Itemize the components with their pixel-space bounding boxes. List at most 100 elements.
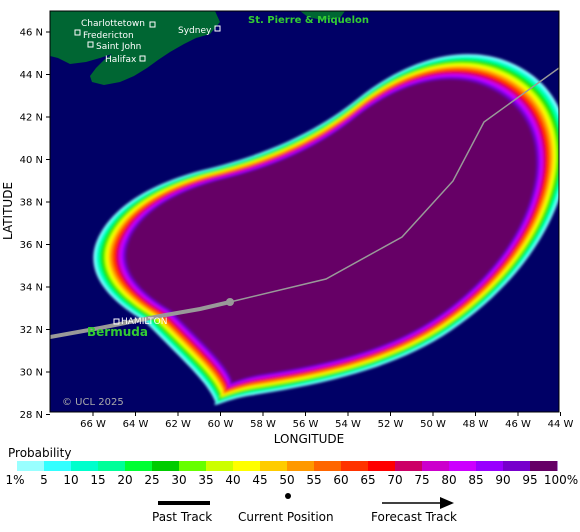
legend-swatch — [125, 461, 153, 471]
probability-color-bar — [17, 461, 558, 471]
lon-tick-label: 54 W — [335, 419, 361, 430]
legend-scale-label: 40 — [225, 473, 240, 487]
legend-scale-label: 15 — [90, 473, 105, 487]
legend-scale-label: 55 — [306, 473, 321, 487]
legend-scale-label: 80 — [441, 473, 456, 487]
legend-swatch — [98, 461, 126, 471]
pei-land — [128, 16, 170, 28]
legend-swatch — [422, 461, 450, 471]
lon-tick-label: 64 W — [123, 419, 149, 430]
legend-scale-label: 45 — [252, 473, 267, 487]
legend-swatch — [476, 461, 504, 471]
legend-swatch — [314, 461, 342, 471]
legend-swatch — [341, 461, 369, 471]
current-position-marker — [226, 298, 234, 306]
probability-scale-labels: 1% 5 10 15 20 25 30 35 40 45 50 55 60 65 70 75 80 85 90 95 1… — [5, 473, 578, 487]
city-marker-fredericton: Fredericton — [74, 29, 134, 41]
city-marker-halifax: Halifax — [105, 55, 146, 65]
svg-text:Sydney: Sydney — [178, 26, 212, 36]
lon-tick-label: 56 W — [293, 419, 319, 430]
legend-scale-label: 20 — [117, 473, 132, 487]
latitude-axis: 46 N 44 N 42 N 40 N 38 N 36 N 34 N 32 N 30 N 28 N — [20, 28, 50, 421]
lat-tick-label: 28 N — [20, 410, 43, 421]
past-track-line — [50, 300, 232, 339]
legend-swatch — [44, 461, 72, 471]
newfoundland-tip — [300, 11, 345, 20]
city-marker-charlottetown: Charlottetown — [81, 19, 156, 29]
lat-tick-label: 32 N — [20, 325, 43, 336]
lon-tick-label: 52 W — [378, 419, 404, 430]
legend-scale-label: 100% — [544, 473, 578, 487]
probability-swath — [93, 54, 559, 405]
lon-tick-label: 60 W — [208, 419, 234, 430]
lat-tick-label: 42 N — [20, 113, 43, 124]
lat-tick-label: 46 N — [20, 28, 43, 39]
map-frame — [49, 10, 560, 413]
longitude-axis: 66 W 64 W 62 W 60 W 58 W 56 W 54 W 52 W 50 W 48 W… — [80, 412, 574, 430]
legend-scale-label: 5 — [40, 473, 48, 487]
legend-swatch — [503, 461, 531, 471]
legend-scale-label: 10 — [63, 473, 78, 487]
maritimes-land — [50, 11, 220, 85]
lon-tick-label: 58 W — [250, 419, 276, 430]
lat-tick-label: 44 N — [20, 70, 43, 81]
svg-text:Charlottetown: Charlottetown — [81, 19, 145, 29]
city-marker-sydney: Sydney — [178, 25, 221, 36]
legend-swatch — [449, 461, 477, 471]
lon-tick-label: 50 W — [420, 419, 446, 430]
lat-tick-label: 36 N — [20, 240, 43, 251]
lat-tick-label: 34 N — [20, 283, 43, 294]
legend-scale-label: 65 — [360, 473, 375, 487]
svg-text:Fredericton: Fredericton — [83, 31, 134, 41]
city-marker-hamilton: HAMILTON — [113, 317, 167, 327]
svg-text:Saint John: Saint John — [96, 42, 141, 52]
legend-swatch — [530, 461, 557, 471]
past-track-legend-label: Past Track — [152, 510, 212, 524]
probability-ring — [126, 79, 536, 383]
copyright-label: © UCL 2025 — [62, 397, 124, 408]
current-position-legend-marker — [285, 493, 291, 499]
legend-swatch — [260, 461, 288, 471]
legend-title: Probability — [8, 446, 71, 460]
svg-text:Halifax: Halifax — [105, 55, 137, 65]
forecast-track-arrowhead — [440, 497, 454, 509]
legend-scale-label: 95 — [522, 473, 537, 487]
legend-scale-label: 25 — [144, 473, 159, 487]
legend-scale-label: 75 — [414, 473, 429, 487]
lon-tick-label: 46 W — [505, 419, 531, 430]
lat-tick-label: 30 N — [20, 368, 43, 379]
lon-tick-label: 66 W — [80, 419, 106, 430]
svg-text:HAMILTON: HAMILTON — [121, 317, 167, 327]
lon-tick-label: 44 W — [548, 419, 574, 430]
lat-tick-label: 40 N — [20, 155, 43, 166]
forecast-track-legend-label: Forecast Track — [371, 510, 457, 524]
lon-tick-label: 48 W — [463, 419, 489, 430]
legend-swatch — [152, 461, 180, 471]
current-position-legend-label: Current Position — [238, 510, 334, 524]
legend-scale-label: 35 — [198, 473, 213, 487]
legend-swatch — [206, 461, 234, 471]
city-marker-saint-john: Saint John — [87, 41, 141, 52]
lat-tick-label: 38 N — [20, 198, 43, 209]
legend-swatch — [395, 461, 423, 471]
legend-swatch — [17, 461, 45, 471]
longitude-axis-title: LONGITUDE — [274, 432, 344, 446]
legend-swatch — [233, 461, 261, 471]
lon-tick-label: 62 W — [165, 419, 191, 430]
legend-scale-label: 70 — [387, 473, 402, 487]
bermuda-label: Bermuda — [87, 325, 148, 339]
forecast-track-line — [229, 67, 559, 303]
legend-swatch — [287, 461, 315, 471]
legend-scale-label: 90 — [495, 473, 510, 487]
st-pierre-miquelon-label: St. Pierre & Miquelon — [248, 15, 369, 26]
legend-scale-label: 60 — [333, 473, 348, 487]
legend-swatch — [71, 461, 99, 471]
legend-swatch — [179, 461, 207, 471]
legend-scale-label: 30 — [171, 473, 186, 487]
legend-swatch — [368, 461, 396, 471]
legend-scale-label: 85 — [468, 473, 483, 487]
legend-scale-label: 1% — [5, 473, 24, 487]
legend-scale-label: 50 — [279, 473, 294, 487]
latitude-axis-title: LATITUDE — [1, 182, 15, 240]
